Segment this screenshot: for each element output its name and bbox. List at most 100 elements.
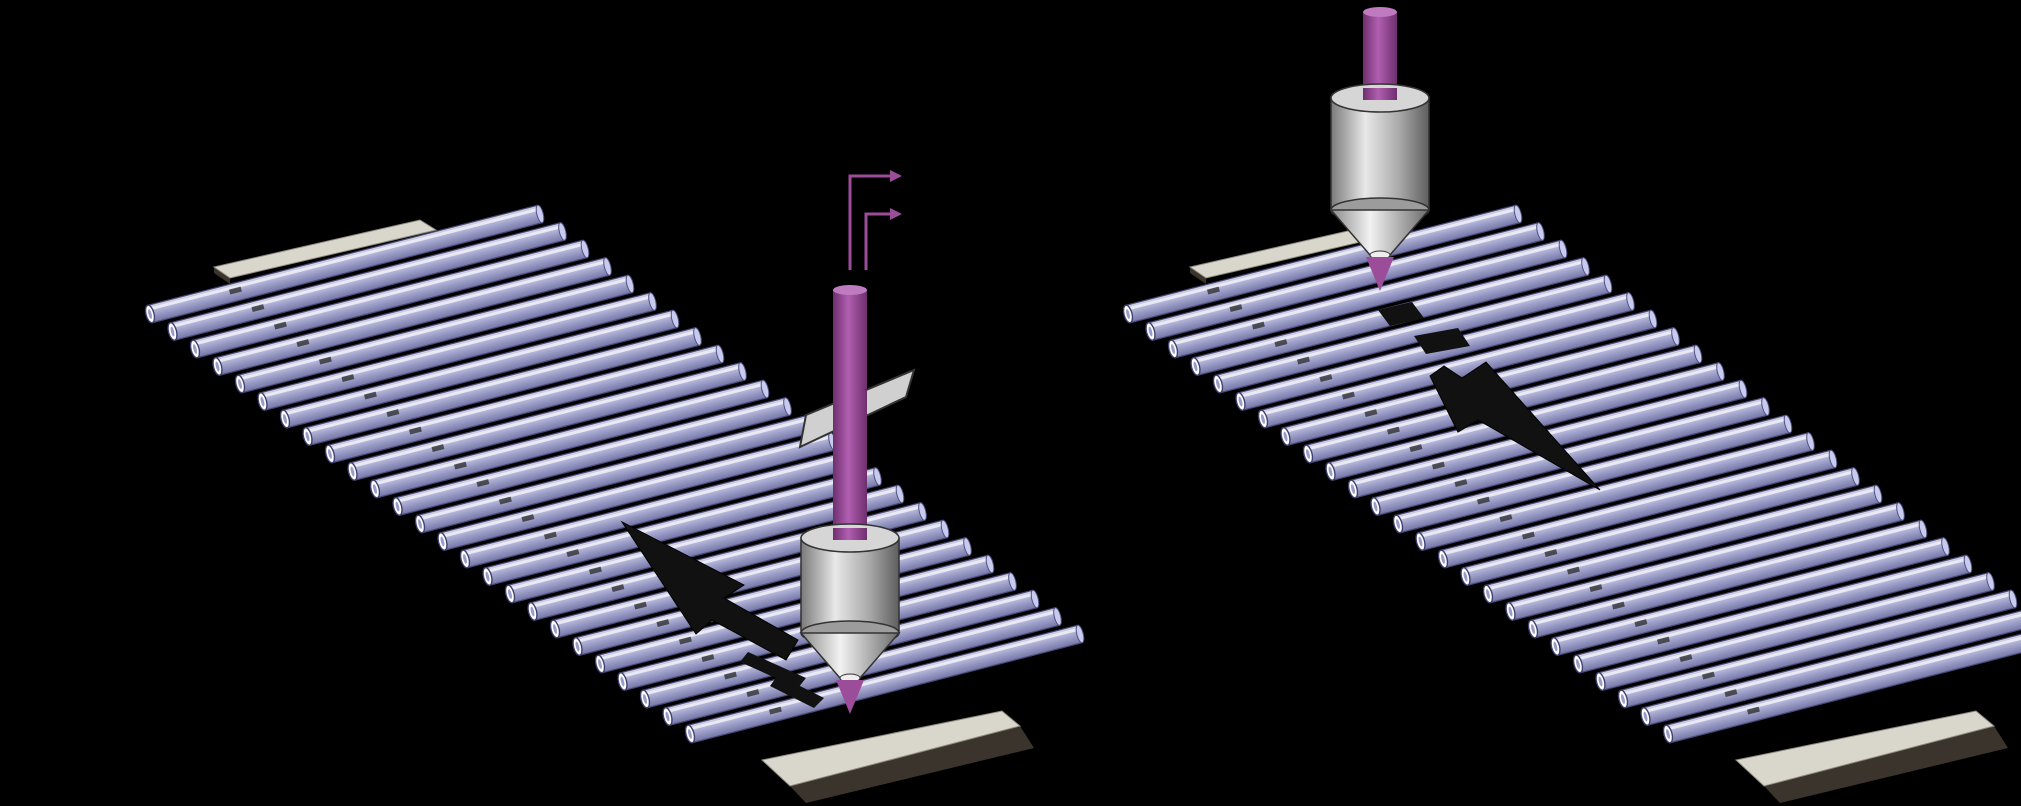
motion-arrow: [1429, 361, 1601, 491]
sample-mark: [1634, 619, 1648, 627]
capillary-bore: [215, 361, 220, 372]
capillary-bore: [485, 571, 490, 582]
capillary-bore: [553, 624, 557, 634]
motion-arrow-dash: [770, 675, 824, 708]
capillary-tube: [257, 292, 657, 411]
capillary-bore: [665, 711, 670, 722]
objective: [799, 285, 901, 714]
capillary-bore: [530, 606, 535, 617]
sample-mark: [656, 619, 670, 627]
capillary-end-far: [625, 274, 635, 294]
capillary-tube: [684, 624, 1085, 744]
capillary-end-far: [558, 222, 567, 241]
capillary-bore: [620, 676, 625, 687]
capillary-bore: [170, 326, 175, 337]
capillary-end-far: [738, 362, 747, 381]
sample-mark: [566, 549, 580, 557]
sample-mark: [1566, 566, 1580, 575]
capillary-end-far: [603, 257, 612, 276]
capillary-end-far: [1806, 432, 1815, 451]
sample-mark: [1454, 479, 1468, 487]
substrate-slide: [760, 710, 1022, 787]
capillary-bore: [1216, 379, 1220, 389]
capillary-highlight: [1533, 523, 1921, 626]
capillary-highlight: [262, 295, 650, 398]
capillary-bore: [688, 729, 692, 739]
capillary-bore: [1666, 729, 1670, 739]
capillary-highlight: [1488, 488, 1876, 591]
focused-beam: [836, 680, 864, 714]
capillary-end-far: [895, 484, 905, 504]
capillary-tube: [347, 362, 747, 481]
capillary-tube: [437, 432, 837, 551]
capillary-tube: [482, 467, 882, 586]
sample-mark: [633, 601, 647, 610]
capillary-highlight: [1420, 435, 1808, 538]
substrate-edge: [790, 726, 1034, 803]
sample-mark: [341, 374, 355, 382]
capillary-end-far: [1896, 502, 1905, 521]
substrate-slide: [1734, 710, 1996, 787]
reference-lines: [848, 174, 890, 270]
capillary-highlight: [1398, 418, 1786, 521]
capillary-bore: [1306, 449, 1310, 459]
capillary-bore: [260, 396, 265, 407]
capillary-end-far: [1986, 572, 1995, 591]
capillary-end-far: [1626, 292, 1635, 311]
capillary-highlight: [375, 383, 763, 486]
sample-mark: [498, 496, 512, 505]
beam-entry: [833, 528, 867, 540]
capillary-bore: [1171, 344, 1175, 354]
sample-mark: [723, 671, 737, 680]
capillary-bore: [193, 344, 197, 354]
sample-marks: [1206, 286, 1760, 715]
substrate-edge: [1190, 267, 1206, 284]
capillary-tube: [1617, 589, 2018, 709]
capillary-bore: [1418, 536, 1423, 547]
reference-arrowhead-upper: [890, 170, 902, 182]
sample-mark: [1274, 339, 1288, 347]
sample-mark: [386, 409, 400, 417]
capillary-bore: [440, 536, 445, 547]
capillary-highlight: [172, 225, 560, 328]
capillary-end-far: [1053, 607, 1062, 626]
capillary-bore: [238, 379, 242, 389]
sample-mark: [746, 689, 760, 697]
capillary-end-far: [963, 537, 972, 556]
sample-mark: [768, 706, 782, 715]
sample-mark: [701, 654, 715, 662]
capillary-bore: [1463, 571, 1468, 582]
capillary-highlight: [1218, 278, 1606, 381]
sample-mark: [1746, 706, 1760, 715]
capillary-highlight: [1645, 610, 2021, 713]
sample-mark: [678, 636, 692, 645]
capillary-bore: [1553, 641, 1558, 652]
capillary-highlight: [1510, 505, 1898, 608]
sample-mark: [521, 514, 535, 522]
capillary-bore: [1261, 414, 1265, 424]
capillary-end-far: [693, 327, 702, 346]
objective-barrel: [800, 537, 900, 634]
sample-mark: [1386, 426, 1400, 435]
capillary-tube: [504, 484, 905, 604]
capillary-tube: [189, 239, 590, 359]
capillary-highlight: [1555, 540, 1943, 643]
sample-mark: [1724, 689, 1738, 697]
capillary-tube: [392, 397, 792, 516]
capillary-highlight: [330, 348, 718, 451]
capillary-end-far: [940, 519, 950, 539]
substrate-edge: [214, 267, 230, 284]
capillary-end-far: [1648, 309, 1658, 329]
capillary-end-far: [1030, 589, 1040, 609]
sample-mark: [1679, 654, 1693, 662]
capillary-highlight: [195, 243, 583, 346]
objective: [1329, 7, 1431, 291]
capillary-tube: [1415, 432, 1815, 551]
substrate-slides: [212, 219, 1034, 803]
capillary-tube: [1437, 449, 1838, 569]
capillary-highlight: [1623, 593, 2011, 696]
motion-arrow-dash: [1414, 328, 1470, 354]
capillary-highlight: [1668, 628, 2021, 731]
sample-mark: [1251, 321, 1265, 330]
